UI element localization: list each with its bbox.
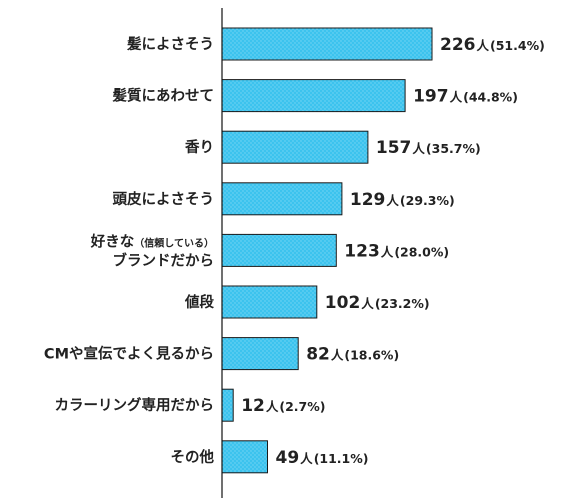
bar-7 — [221, 388, 234, 422]
value-label-4: 123人(28.0%) — [344, 241, 449, 261]
category-label-8: その他 — [171, 448, 215, 466]
bars-layer — [221, 27, 433, 474]
bar-8 — [221, 440, 268, 474]
bar-6 — [221, 337, 299, 371]
value-label-3: 129人(29.3%) — [350, 190, 455, 210]
category-label-1: 髪質にあわせて — [112, 87, 215, 105]
bar-5 — [221, 285, 318, 319]
bar-0 — [221, 27, 433, 61]
category-label-7: カラーリング専用だから — [55, 396, 215, 414]
value-label-6: 82人(18.6%) — [306, 345, 399, 365]
category-label-3: 頭皮によさそう — [113, 190, 215, 208]
value-label-5: 102人(23.2%) — [325, 293, 430, 313]
category-label-5: 値段 — [184, 293, 214, 311]
value-label-2: 157人(35.7%) — [376, 138, 481, 158]
category-label-4-line2: ブランドだから — [113, 251, 215, 269]
value-labels: 226人(51.4%) 197人(44.8%) 157人(35.7%) 129人(29… — [241, 35, 545, 468]
bar-3 — [221, 182, 343, 216]
value-label-7: 12人(2.7%) — [241, 396, 325, 416]
category-label-0: 髪によさそう — [126, 35, 214, 53]
category-label-6: CMや宣伝でよく見るから — [44, 345, 214, 363]
value-label-8: 49人(11.1%) — [276, 448, 369, 468]
value-label-0: 226人(51.4%) — [440, 35, 545, 55]
category-label-4: 好きな（信頼している） — [90, 232, 214, 250]
value-label-1: 197人(44.8%) — [413, 87, 518, 107]
category-label-2: 香り — [185, 138, 214, 156]
bar-2 — [221, 130, 369, 164]
bar-4 — [221, 233, 337, 267]
bar-1 — [221, 79, 406, 113]
category-labels: 髪によさそう髪質にあわせて香り頭皮によさそう好きな（信頼している）ブランドだから… — [44, 35, 215, 466]
